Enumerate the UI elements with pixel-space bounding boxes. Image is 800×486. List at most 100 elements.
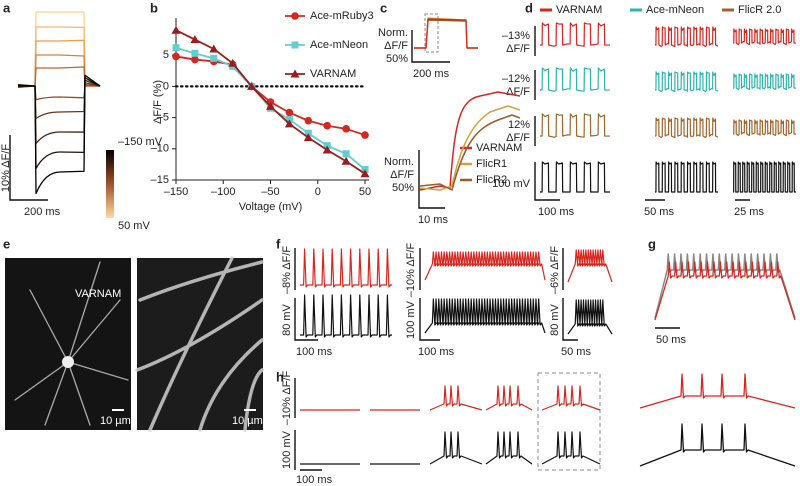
panel-label: h (276, 369, 284, 384)
x-axis-label: Voltage (mV) (239, 201, 303, 213)
row-label: –12% (502, 73, 530, 85)
trace (429, 385, 483, 411)
row-label: –13% (502, 30, 530, 42)
trace (485, 385, 533, 411)
scale-label: 100 ms (418, 346, 455, 358)
scale-label: 25 ms (734, 206, 764, 218)
trace (485, 431, 533, 465)
marker (191, 49, 199, 57)
marker (304, 116, 313, 125)
panel-label: a (3, 0, 11, 15)
legend-label: Ace-mNeon (646, 4, 704, 16)
trace (17, 83, 101, 101)
trace (567, 299, 613, 335)
neuron (14, 256, 264, 432)
scale-label: 100 ms (296, 346, 333, 358)
y-tick-label: –15 (151, 174, 169, 186)
trace (17, 26, 100, 88)
micrograph (5, 258, 131, 430)
legend-marker (291, 41, 299, 49)
trace (414, 18, 478, 49)
trace (424, 298, 546, 334)
scale-label: –10% ΔF/F (281, 371, 293, 426)
panel-label: c (380, 0, 387, 15)
image-label: VARNAM (75, 288, 121, 300)
trace (540, 22, 611, 47)
trace (733, 161, 796, 193)
scale-label: Norm. (378, 27, 408, 39)
legend-marker (291, 12, 299, 20)
scale-label: 200 ms (24, 206, 61, 218)
trace (639, 373, 796, 409)
marker (171, 25, 181, 34)
scale-label: 10 ms (418, 214, 448, 226)
trace (17, 77, 101, 170)
marker (228, 58, 238, 67)
trace (17, 66, 100, 87)
y-tick-label: –10 (151, 143, 169, 155)
trace (300, 294, 392, 338)
marker (209, 44, 219, 53)
trace (540, 67, 611, 92)
scale-label: 100 mV (281, 430, 293, 469)
trace (733, 119, 797, 137)
scale-label: 80 mV (549, 303, 561, 335)
row-label: ΔF/F (506, 43, 530, 55)
scale-label: ΔF/F (384, 40, 408, 52)
marker (361, 131, 369, 139)
marker (191, 55, 199, 64)
scale-label: 10% ΔF/F (0, 144, 12, 193)
scale-label: 50 ms (561, 346, 591, 358)
colorbar-label: –150 mV (118, 136, 163, 148)
legend-marker (291, 41, 299, 49)
scale-label: 10 µm (232, 415, 263, 427)
trace (540, 113, 611, 138)
trace (733, 28, 797, 46)
trace (18, 11, 100, 87)
trace (654, 253, 796, 319)
scale-bar (534, 26, 750, 201)
scale-label: –8% ΔF/F (281, 246, 293, 295)
x-tick-label: –100 (211, 186, 235, 198)
scale-bar (294, 378, 322, 471)
x-tick-label: –50 (261, 186, 279, 198)
x-tick-label: 0 (315, 186, 321, 198)
scale-label: –6% ΔF/F (549, 246, 561, 295)
x-tick-label: 50 (359, 186, 371, 198)
marker (360, 169, 370, 178)
marker (285, 108, 294, 117)
zoom-box (537, 372, 601, 471)
marker (342, 125, 350, 133)
legend-label: FlicR 2.0 (738, 4, 781, 16)
legend-label: VARNAM (556, 4, 602, 16)
trace (540, 161, 610, 193)
legend-label: VARNAM (310, 68, 356, 80)
micrograph (137, 258, 263, 430)
trace (17, 39, 100, 87)
scale-label: 80 mV (281, 303, 293, 335)
legend-marker (290, 69, 300, 78)
trace (424, 251, 546, 281)
marker (342, 150, 350, 158)
marker (323, 121, 332, 130)
scale-label: 100 ms (296, 474, 333, 486)
trace (419, 91, 521, 191)
legend-label: VARNAM (476, 142, 522, 154)
scale-label: 50% (392, 182, 414, 194)
y-tick-label: 0 (163, 80, 169, 92)
x-tick-label: –150 (164, 186, 188, 198)
legend-label: FlicR1 (476, 158, 507, 170)
trace (654, 261, 796, 321)
legend-label: Ace-mNeon (310, 39, 368, 51)
marker (322, 145, 332, 154)
trace (655, 71, 719, 93)
colorbar (106, 150, 114, 218)
trace (17, 74, 101, 195)
trace (639, 423, 796, 467)
marker (172, 52, 180, 61)
panel-label: e (3, 236, 10, 251)
y-tick-label: 5 (163, 49, 169, 61)
marker (303, 133, 313, 142)
trace (414, 17, 478, 49)
